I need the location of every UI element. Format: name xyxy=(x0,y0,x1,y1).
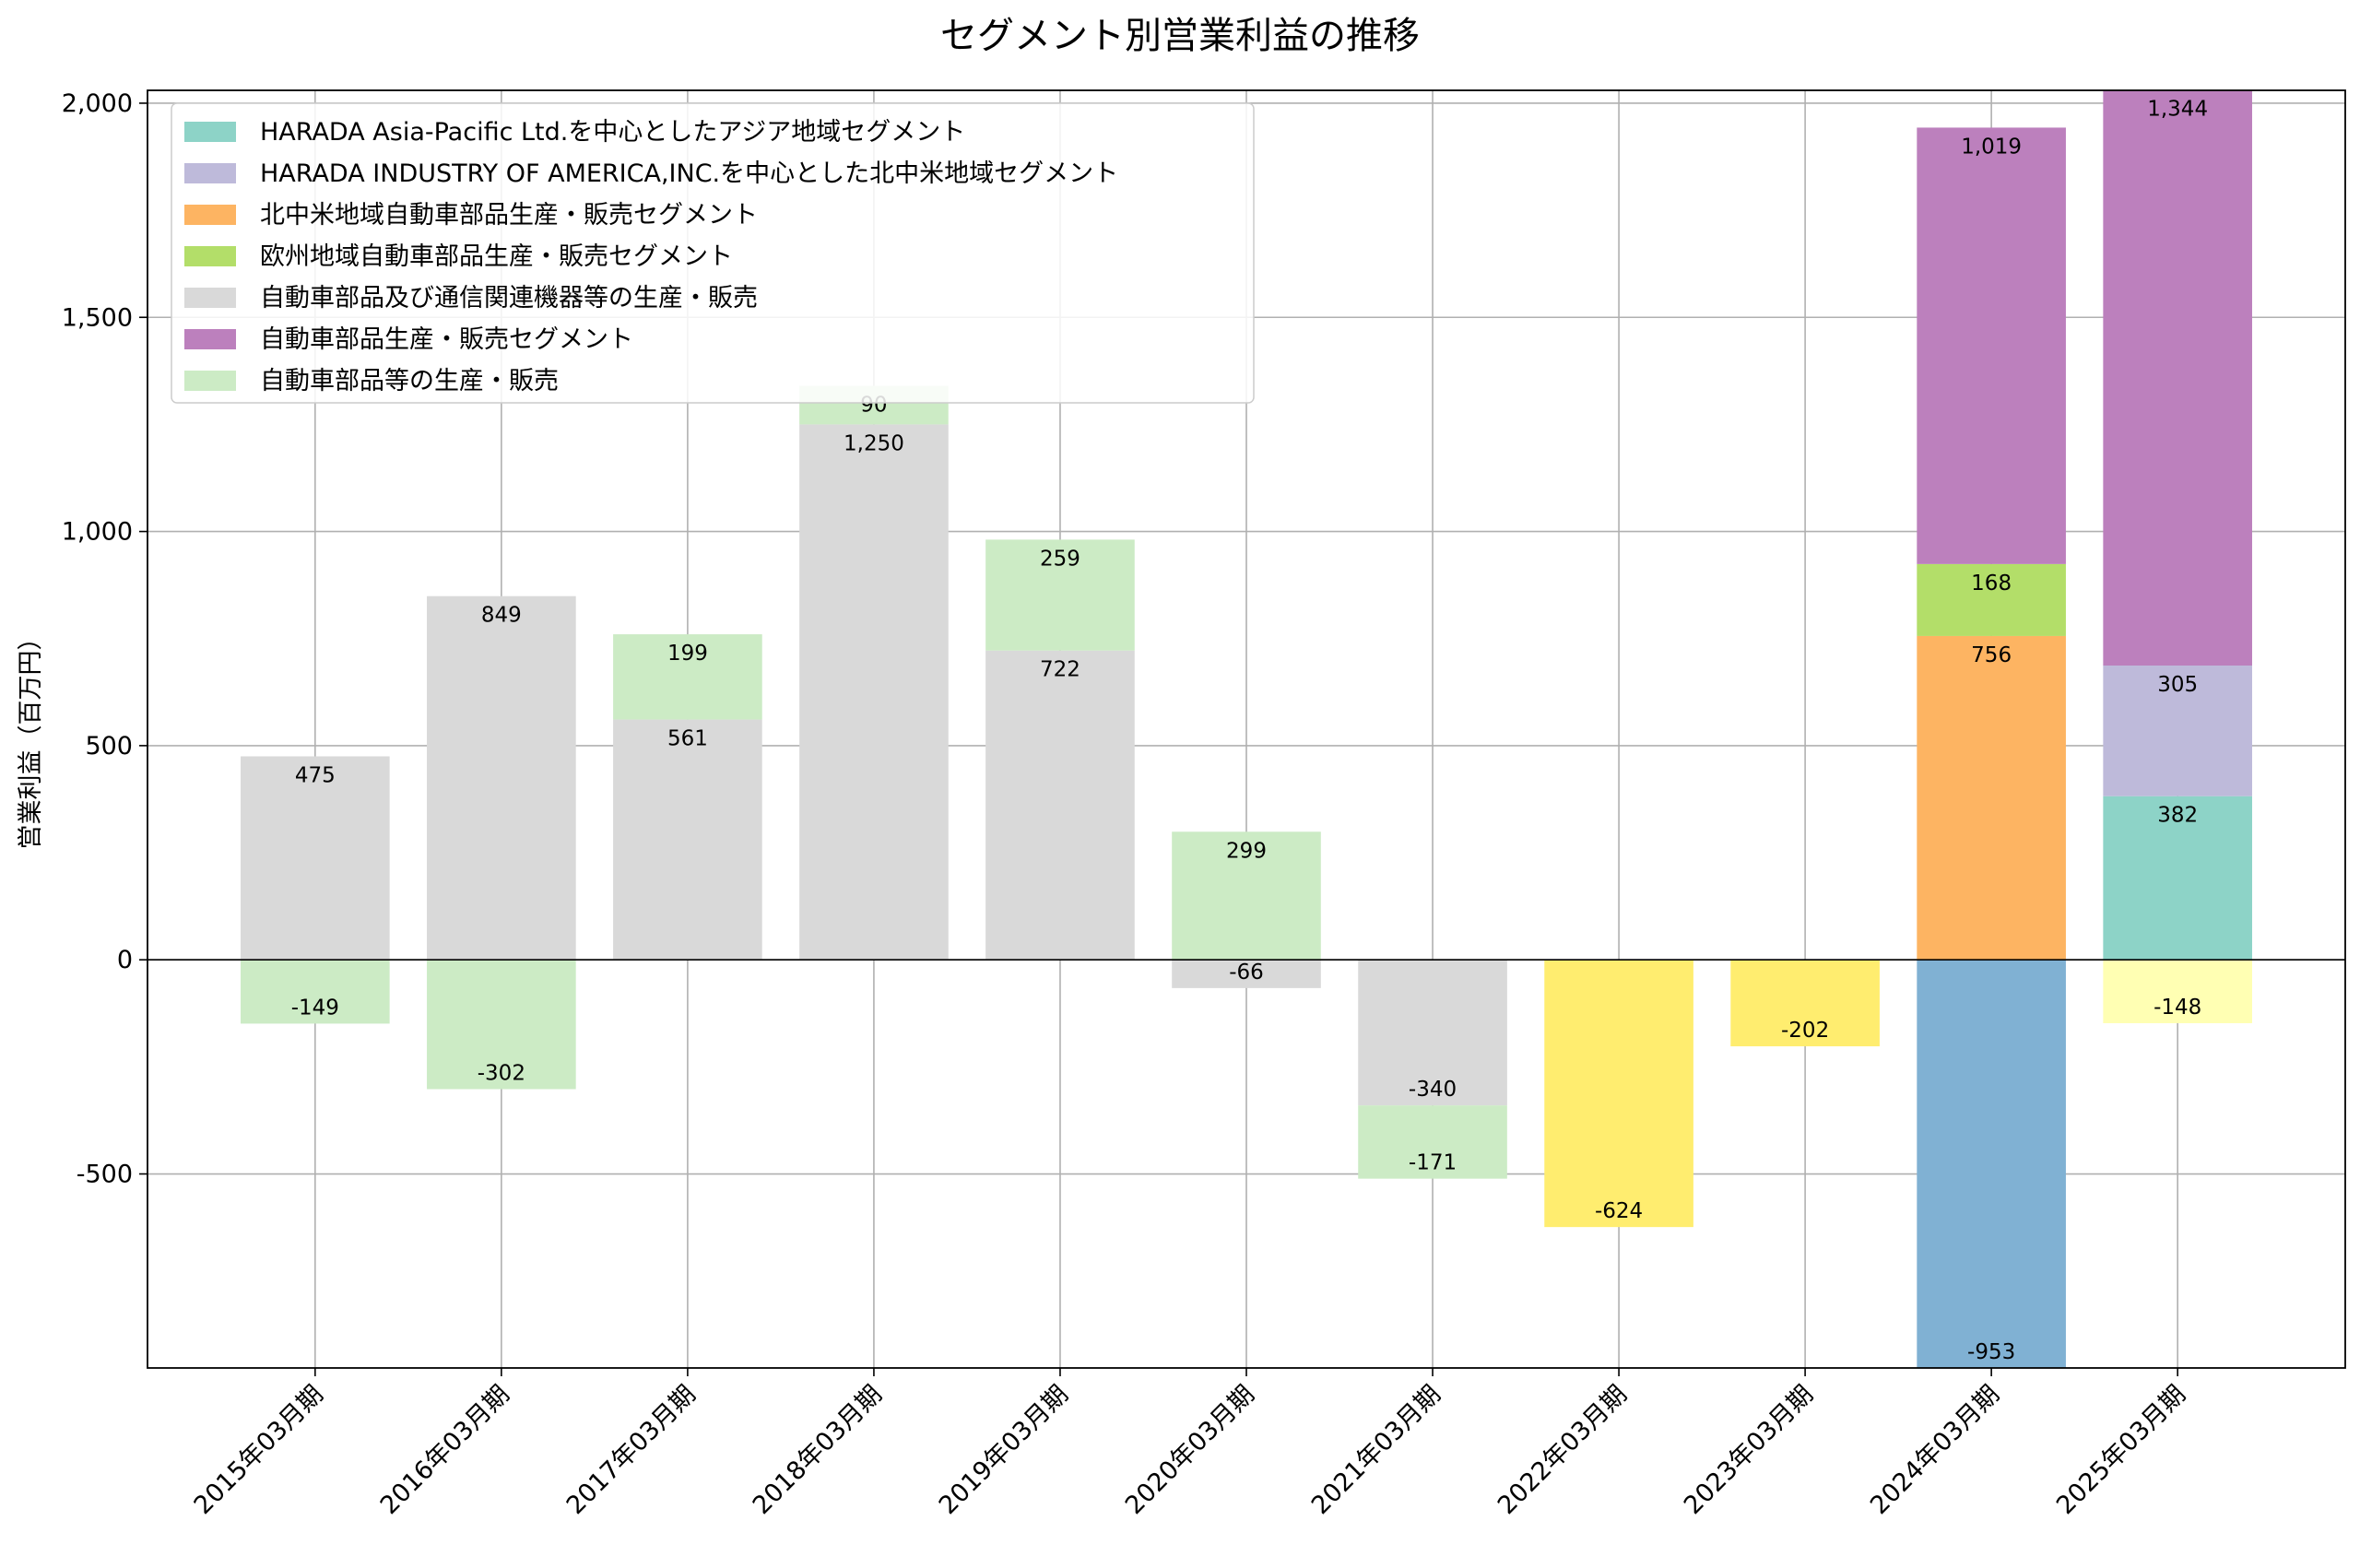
data-label: 168 xyxy=(1971,572,2012,595)
bar-segment xyxy=(613,634,762,720)
legend-swatch xyxy=(184,246,236,266)
bar-segment xyxy=(1172,831,1321,961)
legend: HARADA Asia-Pacific Ltd.を中心としたアジア地域セグメント… xyxy=(171,102,1255,404)
x-tick-label: 2015年03月期 xyxy=(189,1380,329,1520)
data-label: -171 xyxy=(1409,1151,1457,1175)
y-tick-label: -500 xyxy=(77,1161,133,1189)
data-label: -302 xyxy=(478,1062,525,1086)
bar-segment xyxy=(1730,960,1880,1047)
bar-segment xyxy=(1917,563,2066,636)
data-label: -66 xyxy=(1229,961,1264,984)
data-label: -148 xyxy=(2154,996,2201,1020)
bar-segment xyxy=(1917,635,2066,961)
legend-swatch xyxy=(184,371,236,391)
data-label: 199 xyxy=(667,642,708,666)
data-label: 475 xyxy=(295,764,336,788)
y-axis-label: 営業利益（百万円） xyxy=(17,626,45,850)
data-label: 299 xyxy=(1226,839,1267,863)
x-tick-label: 2019年03月期 xyxy=(934,1380,1074,1520)
legend-label: 自動車部品等の生産・販売 xyxy=(260,367,559,395)
data-label: 1,344 xyxy=(2147,98,2208,122)
y-tick-label: 1,500 xyxy=(62,303,133,332)
data-label: -953 xyxy=(1967,1340,2015,1364)
bar-segment xyxy=(985,650,1135,961)
data-label: 382 xyxy=(2157,804,2198,828)
bar-segment xyxy=(613,719,762,961)
y-tick-label: 0 xyxy=(117,946,133,974)
chart-title: セグメント別営業利益の推移 xyxy=(940,15,1420,57)
x-tick-label: 2022年03月期 xyxy=(1493,1380,1633,1520)
legend-box xyxy=(171,102,1255,404)
bar-segment xyxy=(1172,960,1321,988)
y-tick-label: 2,000 xyxy=(62,89,133,118)
axes xyxy=(139,89,2346,1376)
bar-segment xyxy=(2103,796,2252,961)
bar-segment xyxy=(1358,1105,1507,1179)
y-tick-label: 1,000 xyxy=(62,518,133,547)
legend-label: 北中米地域自動車部品生産・販売セグメント xyxy=(260,201,758,230)
bars xyxy=(241,89,2252,1368)
legend-label: 自動車部品生産・販売セグメント xyxy=(260,325,633,354)
bar-segment xyxy=(427,595,576,961)
bar-segment xyxy=(241,756,390,961)
bar-segment xyxy=(1358,960,1507,1106)
legend-swatch xyxy=(184,205,236,225)
data-label: -202 xyxy=(1781,1019,1829,1043)
x-tick-label: 2024年03月期 xyxy=(1865,1380,2005,1520)
bar-segment xyxy=(2103,89,2252,666)
x-tick-label: 2020年03月期 xyxy=(1120,1380,1260,1520)
legend-label: 自動車部品及び通信関連機器等の生産・販売 xyxy=(260,284,758,312)
x-tick-label: 2025年03月期 xyxy=(2051,1380,2191,1520)
data-label: -624 xyxy=(1595,1199,1643,1223)
data-labels: 475-149849-3025611991,25090722259299-66-… xyxy=(291,98,2208,1364)
legend-label: 欧州地域自動車部品生産・販売セグメント xyxy=(260,242,733,271)
legend-swatch xyxy=(184,122,236,142)
bar-segment xyxy=(985,539,1135,651)
bar-segment xyxy=(1917,127,2066,564)
bar-segment xyxy=(427,960,576,1090)
legend-label: HARADA Asia-Pacific Ltd.を中心としたアジア地域セグメント xyxy=(260,118,965,147)
data-label: 305 xyxy=(2157,673,2198,697)
bar-segment xyxy=(799,424,949,961)
data-label: -340 xyxy=(1409,1078,1457,1102)
data-label: 561 xyxy=(667,727,708,751)
y-tick-label: 500 xyxy=(85,732,133,760)
bar-segment xyxy=(2103,666,2252,796)
x-tick-label: 2016年03月期 xyxy=(375,1380,515,1520)
x-tick-label: 2023年03月期 xyxy=(1679,1380,1819,1520)
bar-segment xyxy=(2103,960,2252,1023)
bar-segment xyxy=(1544,960,1693,1228)
legend-swatch xyxy=(184,329,236,349)
data-label: 1,250 xyxy=(844,431,904,455)
x-tick-label: 2018年03月期 xyxy=(748,1380,888,1520)
data-label: 722 xyxy=(1040,658,1080,682)
x-tick-label: 2017年03月期 xyxy=(561,1380,702,1520)
data-label: 849 xyxy=(481,604,522,628)
data-label: 1,019 xyxy=(1961,135,2022,159)
bar-segment xyxy=(1917,960,2066,1368)
bar-segment xyxy=(241,960,390,1024)
legend-label: HARADA INDUSTRY OF AMERICA,INC.を中心とした北中米… xyxy=(260,159,1118,188)
data-label: -149 xyxy=(291,996,339,1020)
data-label: 259 xyxy=(1040,547,1080,571)
legend-swatch xyxy=(184,288,236,308)
legend-swatch xyxy=(184,163,236,183)
data-label: 756 xyxy=(1971,643,2012,667)
x-tick-label: 2021年03月期 xyxy=(1306,1380,1446,1520)
